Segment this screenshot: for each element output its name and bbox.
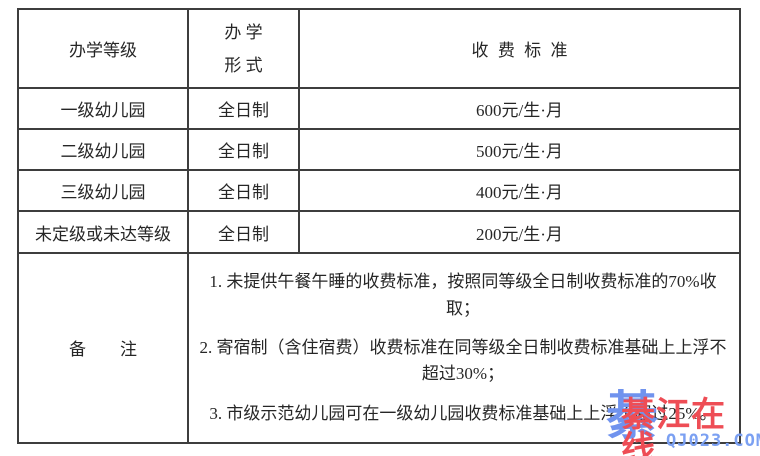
form-cell: 全日制 [187, 87, 300, 131]
form-cell: 全日制 [187, 210, 300, 254]
table-row: 一级幼儿园 全日制 600元/生·月 [17, 87, 741, 131]
remarks-row: 备 注 1. 未提供午餐午睡的收费标准，按照同等级全日制收费标准的70%收取； … [17, 251, 741, 445]
header-grade: 办学等级 [17, 7, 189, 90]
grade-cell: 三级幼儿园 [17, 169, 189, 213]
fee-standard-table: 办学等级 办 学 形 式 收费标准 一级幼儿园 全日制 600元/生·月 二级幼… [17, 7, 741, 445]
header-fee: 收费标准 [298, 7, 741, 90]
remarks-notes: 1. 未提供午餐午睡的收费标准，按照同等级全日制收费标准的70%收取； 2. 寄… [187, 251, 741, 445]
remark-note-2: 2. 寄宿制（含住宿费）收费标准在同等级全日制收费标准基础上上浮不超过30%； [199, 338, 727, 384]
fee-cell: 400元/生·月 [298, 169, 741, 213]
grade-cell: 未定级或未达等级 [17, 210, 189, 254]
table-header-row: 办学等级 办 学 形 式 收费标准 [17, 7, 741, 90]
form-cell: 全日制 [187, 128, 300, 172]
remark-note-1: 1. 未提供午餐午睡的收费标准，按照同等级全日制收费标准的70%收取； [209, 272, 717, 318]
grade-cell: 一级幼儿园 [17, 87, 189, 131]
grade-cell: 二级幼儿园 [17, 128, 189, 172]
table-row: 未定级或未达等级 全日制 200元/生·月 [17, 210, 741, 254]
fee-cell: 600元/生·月 [298, 87, 741, 131]
table-row: 二级幼儿园 全日制 500元/生·月 [17, 128, 741, 172]
fee-cell: 200元/生·月 [298, 210, 741, 254]
header-form-line2: 形 式 [224, 55, 263, 75]
form-cell: 全日制 [187, 169, 300, 213]
fee-cell: 500元/生·月 [298, 128, 741, 172]
header-form-line1: 办 学 [224, 22, 263, 42]
remark-note-3: 3. 市级示范幼儿园可在一级幼儿园收费标准基础上上浮不超过25%。 [209, 403, 717, 423]
remarks-label: 备 注 [17, 251, 189, 445]
table-row: 三级幼儿园 全日制 400元/生·月 [17, 169, 741, 213]
header-form: 办 学 形 式 [187, 7, 300, 90]
